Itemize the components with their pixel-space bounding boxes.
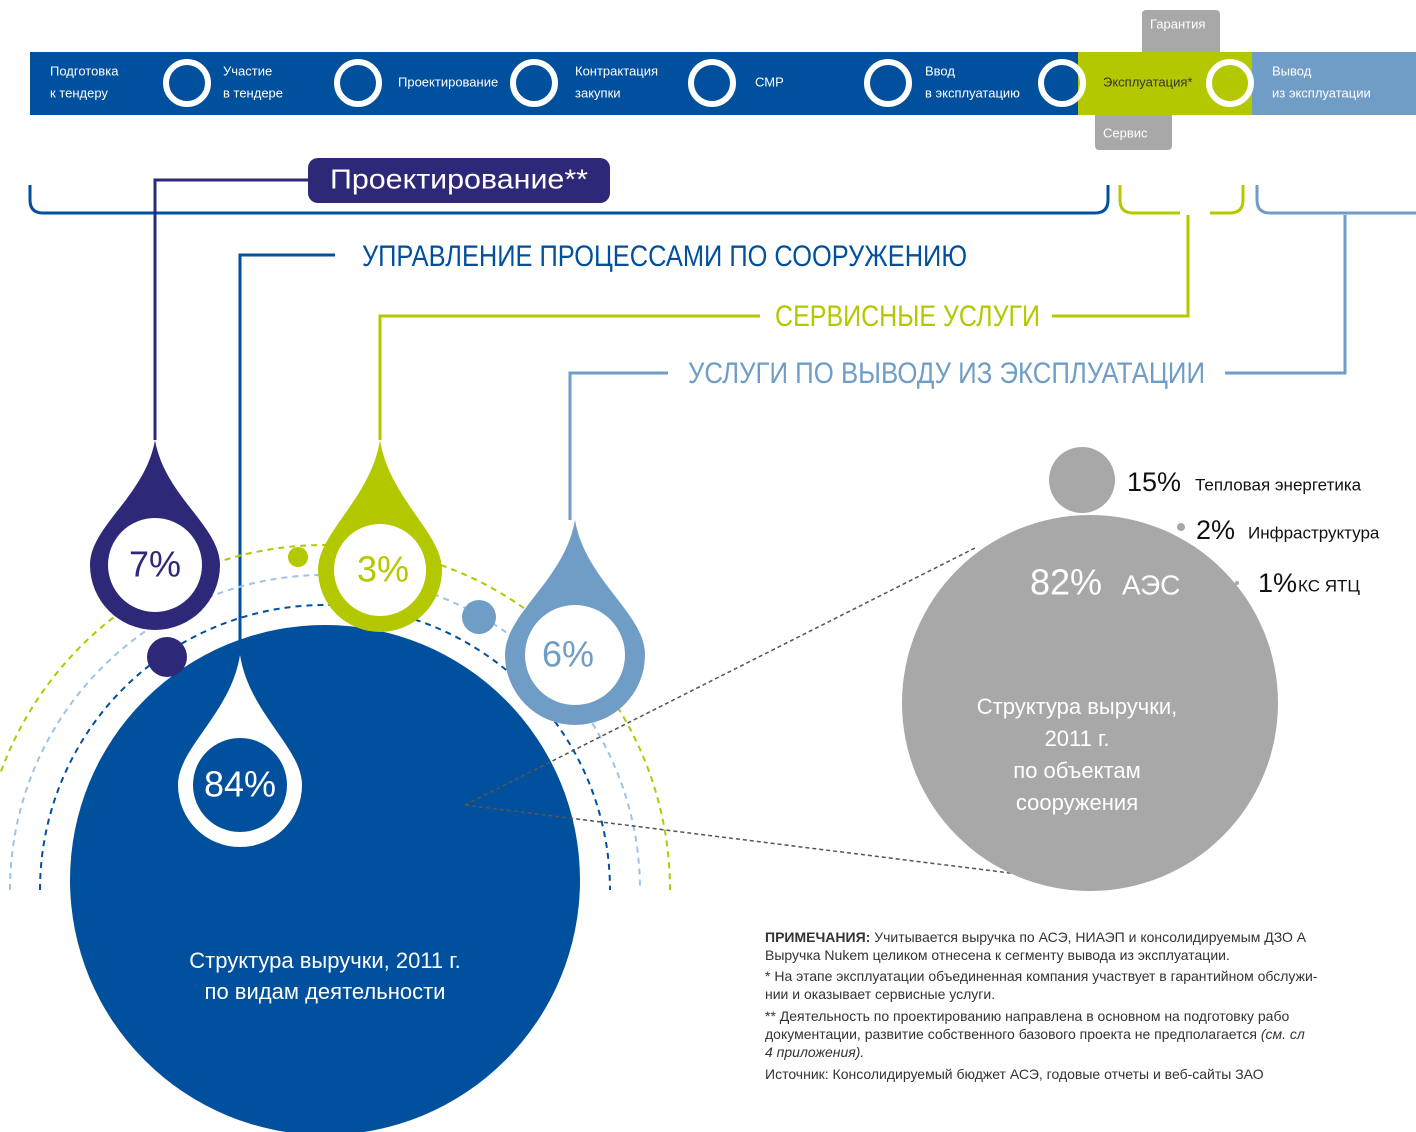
design-box bbox=[308, 158, 610, 203]
dot bbox=[1177, 523, 1185, 531]
step-label: Подготовка bbox=[50, 63, 119, 78]
npp-value: 82% bbox=[1030, 562, 1102, 603]
step-label: Контрактация bbox=[575, 63, 658, 78]
note-line: документации, развитие собственного базо… bbox=[765, 1025, 1416, 1043]
note-line: 4 приложения). bbox=[765, 1043, 1416, 1061]
drop-value: 7% bbox=[129, 544, 181, 585]
step-label: Эксплуатация* bbox=[1103, 74, 1192, 89]
service-label: Сервис bbox=[1103, 125, 1148, 140]
step-label: в тендере bbox=[223, 85, 283, 100]
bracket bbox=[1255, 185, 1416, 215]
step-label: СМР bbox=[755, 74, 784, 89]
note-text: ** Деятельность по проектированию направ… bbox=[765, 1008, 1290, 1024]
objects-caption: сооружения bbox=[1016, 790, 1138, 815]
objects-caption: по объектам bbox=[1013, 758, 1140, 783]
note-text: Выручка Nukem целиком отнесена к сегмент… bbox=[765, 947, 1230, 963]
item-label: КС ЯТЦ bbox=[1298, 576, 1360, 595]
step-connector bbox=[864, 59, 912, 107]
objects-circle bbox=[902, 515, 1278, 891]
item-value: 1% bbox=[1258, 568, 1297, 598]
design-label: Проектирование** bbox=[330, 163, 588, 194]
connector bbox=[1225, 215, 1347, 375]
npp-label: АЭС bbox=[1122, 569, 1180, 600]
heading: СЕРВИСНЫЕ УСЛУГИ bbox=[775, 300, 1040, 333]
note-text: документации, развитие собственного базо… bbox=[765, 1026, 1261, 1042]
dashed-arc bbox=[9, 574, 641, 891]
step-label: Вывод bbox=[1272, 63, 1312, 78]
step-connector bbox=[510, 59, 558, 107]
note-text: (см. сл bbox=[1260, 1026, 1305, 1042]
step-label: Проектирование bbox=[398, 74, 498, 89]
note-line: Выручка Nukem целиком отнесена к сегмент… bbox=[765, 946, 1416, 964]
drop-inner bbox=[525, 605, 625, 705]
item-value: 15% bbox=[1127, 467, 1181, 497]
dot bbox=[147, 637, 187, 677]
note-text: ПРИМЕЧАНИЯ: bbox=[765, 929, 871, 945]
process-step bbox=[1252, 52, 1416, 115]
note-line: Источник: Консолидируемый бюджет АСЭ, го… bbox=[765, 1065, 1416, 1083]
note-line: нии и оказывает сервисные услуги. bbox=[765, 985, 1416, 1003]
item-label: Инфраструктура bbox=[1248, 523, 1380, 542]
objects-caption: Структура выручки, bbox=[977, 694, 1177, 719]
warranty-tab bbox=[1142, 10, 1220, 60]
step-label: из эксплуатации bbox=[1272, 85, 1371, 100]
bracket bbox=[28, 185, 1110, 215]
dot bbox=[1049, 447, 1115, 513]
drop-inner bbox=[108, 518, 202, 612]
step-label: закупки bbox=[575, 85, 621, 100]
main-circle bbox=[70, 625, 580, 1132]
drop-inner bbox=[193, 738, 287, 832]
drop-value: 84% bbox=[204, 764, 276, 805]
note-line: * На этапе эксплуатации объединенная ком… bbox=[765, 967, 1416, 985]
note-text: 4 приложения). bbox=[765, 1044, 865, 1060]
step-connector bbox=[163, 59, 211, 107]
step-connector bbox=[334, 59, 382, 107]
connector bbox=[378, 314, 760, 440]
note-text: Источник: Консолидируемый бюджет АСЭ, го… bbox=[765, 1066, 1264, 1082]
note-text: * На этапе эксплуатации объединенная ком… bbox=[765, 968, 1318, 984]
dashed-link bbox=[464, 547, 1051, 879]
step-label: в эксплуатацию bbox=[925, 85, 1020, 100]
step-connector bbox=[688, 59, 736, 107]
warranty-label: Гарантия bbox=[1150, 16, 1205, 31]
step-label: Участие bbox=[223, 63, 272, 78]
dot bbox=[1235, 581, 1239, 585]
heading: УСЛУГИ ПО ВЫВОДУ ИЗ ЭКСПЛУАТАЦИИ bbox=[688, 357, 1205, 390]
note-line: ** Деятельность по проектированию направ… bbox=[765, 1007, 1416, 1025]
process-step bbox=[905, 52, 1078, 115]
note-line: ПРИМЕЧАНИЯ: Учитывается выручка по АСЭ, … bbox=[765, 928, 1416, 946]
step-connector bbox=[1206, 59, 1254, 107]
item-label: Тепловая энергетика bbox=[1195, 475, 1362, 494]
step-label: Ввод bbox=[925, 63, 955, 78]
heading: УПРАВЛЕНИЕ ПРОЦЕССАМИ ПО СООРУЖЕНИЮ bbox=[362, 240, 967, 273]
connector bbox=[568, 371, 668, 520]
drop-value: 3% bbox=[357, 549, 409, 590]
notes: ПРИМЕЧАНИЯ: Учитывается выручка по АСЭ, … bbox=[765, 928, 1416, 1132]
item-value: 2% bbox=[1196, 515, 1235, 545]
step-label: к тендеру bbox=[50, 85, 108, 100]
connector bbox=[153, 178, 310, 440]
main-caption: по видам деятельности bbox=[205, 979, 446, 1004]
note-text: Учитывается выручка по АСЭ, НИАЭП и конс… bbox=[870, 929, 1307, 945]
step-connector bbox=[1038, 59, 1086, 107]
objects-caption: 2011 г. bbox=[1045, 726, 1110, 751]
bracket-gap bbox=[1180, 205, 1210, 217]
main-caption: Структура выручки, 2011 г. bbox=[189, 948, 460, 973]
process-step bbox=[30, 52, 203, 115]
connector bbox=[1052, 215, 1190, 318]
drop-value: 6% bbox=[542, 634, 594, 675]
connector bbox=[238, 253, 335, 660]
note-text: нии и оказывает сервисные услуги. bbox=[765, 986, 996, 1002]
drop-inner bbox=[334, 524, 426, 616]
dot bbox=[288, 547, 308, 567]
dot bbox=[462, 600, 496, 634]
